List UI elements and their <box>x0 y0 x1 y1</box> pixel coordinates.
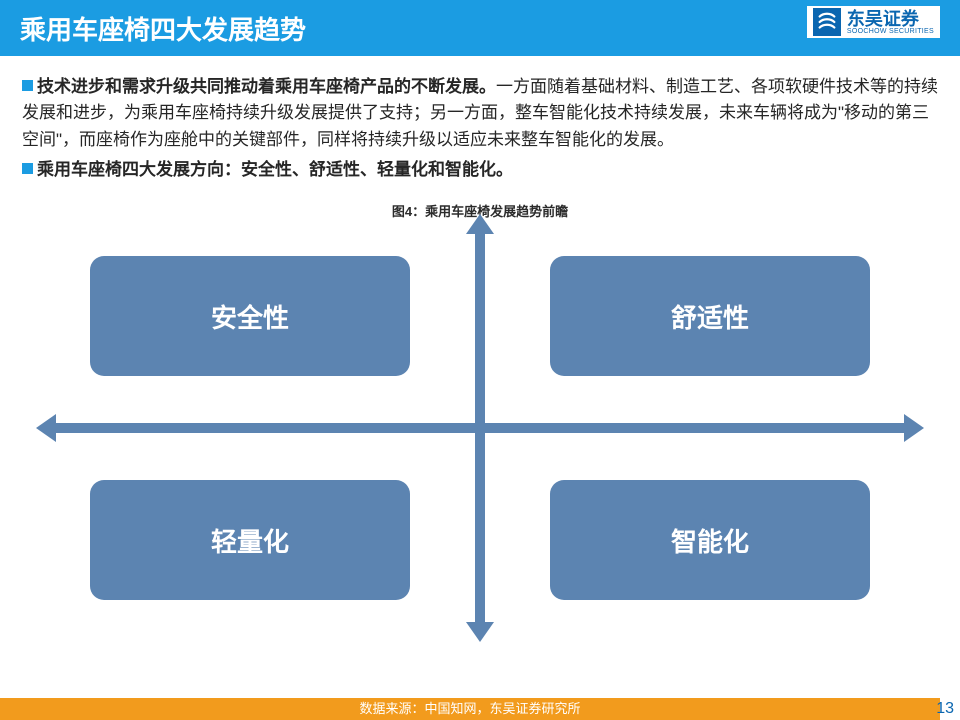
bullet-2-text: 乘用车座椅四大发展方向：安全性、舒适性、轻量化和智能化。 <box>37 160 513 179</box>
vertical-arrow <box>475 228 485 628</box>
quadrant-box-comfort: 舒适性 <box>550 256 870 376</box>
quadrant-box-safety: 安全性 <box>90 256 410 376</box>
content-area: 技术进步和需求升级共同推动着乘用车座椅产品的不断发展。一方面随着基础材料、制造工… <box>0 56 960 628</box>
logo-cn: 东吴证券 <box>847 10 934 28</box>
bullet-1-lead: 技术进步和需求升级共同推动着乘用车座椅产品的不断发展。 <box>37 77 496 96</box>
bullet-marker-icon <box>22 163 33 174</box>
bullet-1: 技术进步和需求升级共同推动着乘用车座椅产品的不断发展。一方面随着基础材料、制造工… <box>22 74 938 153</box>
footer-source-bar: 数据来源：中国知网，东吴证券研究所 <box>0 698 940 720</box>
logo-text: 东吴证券 SOOCHOW SECURITIES <box>847 10 934 35</box>
quadrant-box-lightweight: 轻量化 <box>90 480 410 600</box>
bullet-2: 乘用车座椅四大发展方向：安全性、舒适性、轻量化和智能化。 <box>22 157 938 183</box>
slide-footer: 数据来源：中国知网，东吴证券研究所 13 <box>0 696 960 720</box>
logo-en: SOOCHOW SECURITIES <box>847 28 934 35</box>
slide-header: 乘用车座椅四大发展趋势 东吴证券 SOOCHOW SECURITIES <box>0 0 960 56</box>
slide-title: 乘用车座椅四大发展趋势 <box>20 10 306 47</box>
logo-icon <box>813 8 841 36</box>
company-logo: 东吴证券 SOOCHOW SECURITIES <box>807 6 940 38</box>
page-number: 13 <box>936 700 954 718</box>
quadrant-diagram: 安全性 舒适性 轻量化 智能化 <box>50 228 910 628</box>
quadrant-box-intelligent: 智能化 <box>550 480 870 600</box>
bullet-marker-icon <box>22 80 33 91</box>
